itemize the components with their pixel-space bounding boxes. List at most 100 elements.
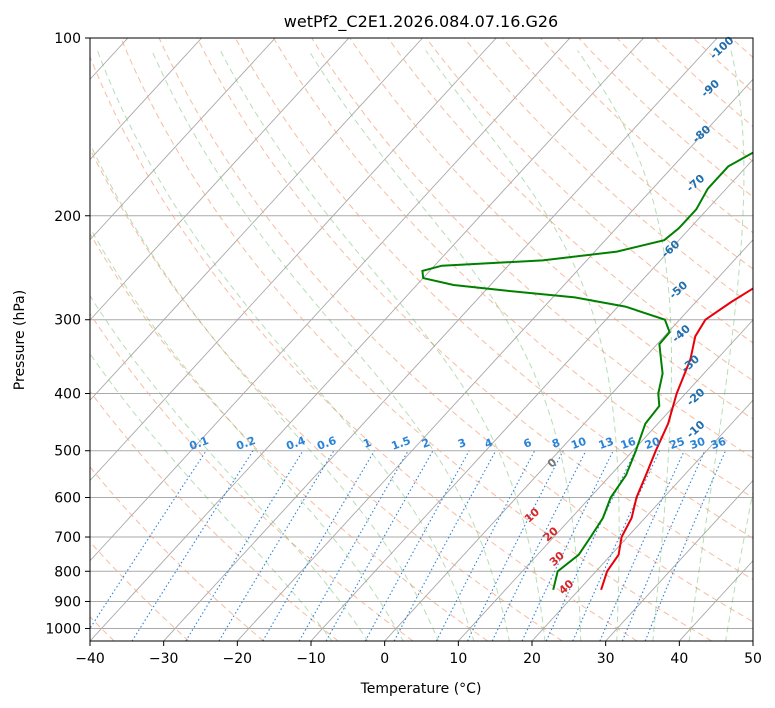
- moist-adiabat-line: [219, 50, 546, 641]
- mixing-ratio-line: [491, 450, 587, 641]
- mixing-ratio-line: [364, 450, 470, 641]
- moist-adiabat-line: [90, 226, 404, 641]
- chart-title: wetPf2_C2E1.2026.084.07.16.G26: [284, 12, 558, 32]
- mixing-ratio-label: 30: [688, 435, 707, 453]
- x-tick-label: 50: [744, 651, 762, 667]
- mixing-ratio-label: 0.2: [234, 434, 257, 453]
- dry-adiabat-line: [196, 38, 753, 581]
- mixing-ratio-line: [545, 450, 636, 641]
- moist-adiabat-line: [725, 489, 753, 641]
- y-tick-label: 100: [54, 31, 81, 47]
- x-tick-label: −30: [149, 651, 179, 667]
- moist-adiabat-line: [308, 50, 582, 641]
- dry-adiabat-line: [90, 390, 339, 641]
- mixing-ratio-line: [599, 450, 685, 641]
- temperature-profile-line: [600, 287, 753, 591]
- x-tick-label: 10: [449, 651, 467, 667]
- y-tick-label: 900: [54, 594, 81, 610]
- dry-adiabat-line: [90, 147, 563, 641]
- dry-adiabat-line: [158, 38, 753, 623]
- y-tick-label: 500: [54, 444, 81, 460]
- mixing-ratio-label: 2: [420, 436, 432, 451]
- mixing-ratio-line: [298, 450, 409, 641]
- mixing-ratio-line: [185, 450, 304, 641]
- x-tick-label: 30: [597, 651, 615, 667]
- mixing-ratio-line: [621, 450, 706, 641]
- mixing-ratio-label: 6: [522, 436, 534, 451]
- isotherm-line: [90, 38, 202, 161]
- isotherm-line: [163, 38, 718, 641]
- mixing-ratio-label: 8: [550, 436, 562, 451]
- y-tick-label: 400: [54, 387, 81, 403]
- mixing-ratio-label: 20: [643, 435, 662, 453]
- y-tick-label: 200: [54, 209, 81, 225]
- mixing-ratio-label: 25: [668, 435, 687, 452]
- dry-adiabat-line: [311, 38, 753, 459]
- mixing-ratio-label: 13: [597, 435, 616, 452]
- y-tick-label: 1000: [45, 621, 81, 637]
- moist-adiabat-line: [90, 352, 333, 641]
- moist-adiabat-line: [425, 50, 620, 641]
- dry-adiabat-line: [273, 38, 753, 499]
- y-axis: 100 200 300 400 500 600 700 800 900 1000: [45, 31, 90, 637]
- mixing-ratio-label: 0.4: [284, 434, 307, 453]
- dewpoint-profile-line: [421, 151, 753, 591]
- dry-adiabat-line: [502, 38, 753, 270]
- y-axis-label: Pressure (hPa): [12, 290, 28, 390]
- x-tick-label: −10: [296, 651, 326, 667]
- moist-adiabat-line: [688, 50, 745, 641]
- x-tick-label: −20: [223, 651, 253, 667]
- mixing-ratio-label: 1.5: [390, 434, 413, 453]
- plot-frame: [89, 37, 754, 642]
- mixing-ratio-line: [572, 450, 661, 641]
- dry-adiabat-line: [387, 38, 753, 382]
- mixing-ratio-label: 1: [361, 436, 373, 451]
- mixing-ratio-label: 3: [456, 436, 468, 451]
- mixing-ratio-label: 16: [619, 435, 638, 453]
- x-axis-label: Temperature (°C): [360, 681, 482, 697]
- y-tick-label: 300: [54, 313, 81, 329]
- isotherm-line: [90, 38, 571, 562]
- isotherm-line: [90, 38, 276, 241]
- isotherm-line: [384, 239, 753, 641]
- moist-adiabat-line: [90, 142, 440, 641]
- mixing-ratio-line: [131, 450, 254, 641]
- x-tick-label: 40: [670, 651, 688, 667]
- dry-adiabat-line: [540, 38, 753, 234]
- mixing-ratio-label: 0.1: [188, 434, 211, 453]
- mixing-ratio-line: [90, 450, 207, 630]
- moist-adiabat-line: [151, 50, 510, 641]
- isotherm-line: [237, 78, 753, 641]
- y-tick-label: 600: [54, 490, 81, 506]
- moist-adiabat-line: [96, 50, 475, 641]
- mixing-ratio-line: [218, 450, 335, 641]
- isotherm-line: [458, 319, 753, 641]
- isotherm-line: [90, 38, 423, 401]
- y-tick-label: 700: [54, 530, 81, 546]
- x-tick-label: −40: [75, 651, 105, 667]
- isotherm-line: [531, 399, 753, 641]
- y-tick-label: 800: [54, 564, 81, 580]
- sounding-series: [421, 151, 753, 591]
- dry-adiabat-line: [120, 38, 712, 641]
- isotherm-line: [90, 38, 497, 482]
- moist-adiabat-line: [577, 50, 672, 641]
- mixing-ratio-label: 10: [569, 435, 588, 453]
- dry-adiabat-line: [349, 38, 753, 420]
- mixing-ratio-label: 4: [483, 436, 495, 451]
- mixing-ratio-line: [325, 450, 434, 641]
- x-tick-label: 0: [380, 651, 389, 667]
- mixing-ratio-line: [521, 450, 614, 641]
- mixing-ratio-line: [467, 450, 564, 641]
- isotherm-line: [90, 38, 350, 321]
- x-tick-label: 20: [523, 651, 541, 667]
- dry-adiabat-line: [90, 55, 638, 641]
- mixing-ratio-label: 36: [709, 435, 728, 453]
- isotherm-line: [605, 479, 753, 641]
- moist-adiabat-line: [90, 294, 369, 641]
- mixing-ratio-line: [262, 450, 375, 641]
- dry-adiabat-line: [90, 232, 488, 641]
